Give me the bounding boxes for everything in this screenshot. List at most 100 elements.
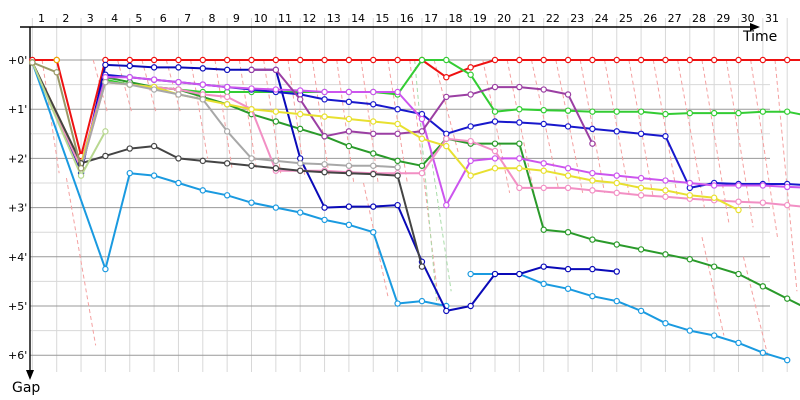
data-point — [564, 107, 572, 114]
data-point — [272, 118, 280, 125]
data-point — [759, 108, 767, 115]
data-point — [370, 203, 377, 210]
x-tick-label: 7 — [184, 12, 191, 25]
data-point — [710, 182, 718, 189]
y-tick-label: +1' — [8, 103, 27, 116]
data-point — [199, 96, 206, 103]
x-tick-labels: 1 2 3 4 5 6 7 8 9 10 11 12 13 14 15 16 17 18 19 20 21 22 23 24 2… — [38, 12, 779, 25]
data-point — [370, 170, 377, 178]
data-point — [272, 157, 280, 165]
data-point — [491, 270, 499, 278]
data-point — [784, 201, 791, 209]
x-tick-label: 14 — [351, 12, 365, 25]
data-point — [710, 109, 718, 117]
data-point — [589, 177, 596, 184]
data-point — [394, 105, 401, 113]
data-point — [394, 172, 401, 179]
data-point — [223, 192, 231, 199]
data-point — [370, 130, 377, 137]
x-tick-label: 13 — [327, 12, 341, 25]
pit-stop-line — [482, 59, 511, 193]
data-point — [540, 280, 547, 288]
data-point — [370, 88, 377, 96]
data-point — [759, 283, 767, 290]
y-tick-label: +3' — [8, 202, 27, 215]
data-point — [345, 98, 353, 106]
data-point — [443, 56, 450, 64]
data-point — [126, 145, 133, 152]
y-tick-label: +0' — [8, 54, 27, 67]
series-group — [77, 78, 401, 172]
series-line — [31, 62, 447, 307]
data-point — [589, 108, 596, 115]
data-point — [735, 339, 742, 347]
data-point — [516, 270, 523, 278]
data-point — [345, 221, 353, 229]
data-point — [321, 168, 328, 176]
data-point — [613, 241, 620, 248]
data-point — [53, 56, 60, 64]
data-point — [637, 56, 645, 64]
data-point — [637, 130, 645, 137]
data-point — [564, 172, 572, 179]
x-tick-label: 18 — [448, 12, 462, 25]
data-point — [443, 135, 450, 142]
data-point — [77, 172, 85, 179]
data-point — [394, 88, 401, 96]
pit-stop-line — [742, 256, 769, 356]
data-point — [370, 228, 377, 236]
data-point — [321, 161, 328, 168]
data-point — [150, 64, 158, 71]
x-tick-label: 20 — [497, 12, 511, 25]
data-point — [491, 147, 499, 155]
data-point — [199, 157, 206, 165]
data-point — [467, 157, 474, 165]
data-point — [686, 327, 694, 334]
data-point — [759, 349, 767, 356]
x-tick-label: 4 — [111, 12, 118, 25]
x-tick-label: 3 — [87, 12, 94, 25]
data-point — [564, 285, 572, 292]
data-point — [175, 179, 182, 187]
data-point — [735, 182, 742, 189]
x-tick-label: 28 — [692, 12, 706, 25]
data-point — [491, 155, 499, 162]
series-line — [31, 62, 800, 208]
data-point — [370, 101, 377, 108]
x-tick-label: 24 — [595, 12, 609, 25]
data-point — [662, 193, 669, 200]
data-point — [662, 320, 669, 327]
data-point — [613, 56, 620, 64]
data-point — [126, 62, 133, 70]
data-point — [564, 56, 572, 64]
data-point — [467, 137, 474, 145]
data-point — [297, 125, 304, 133]
data-point — [126, 56, 133, 64]
data-point — [345, 115, 353, 123]
data-point — [418, 263, 426, 270]
data-point — [540, 86, 547, 93]
data-point — [443, 201, 450, 209]
series-group — [29, 56, 800, 160]
data-point — [321, 204, 328, 211]
data-point — [516, 165, 523, 172]
data-point — [710, 332, 718, 339]
x-tick-label: 6 — [160, 12, 167, 25]
data-point — [150, 172, 158, 179]
data-point — [662, 56, 669, 64]
pit-stop-line — [652, 59, 679, 198]
data-point — [297, 87, 304, 94]
y-tick-labels: +0' +1' +2' +3' +4' +5' +6' — [8, 54, 27, 362]
x-axis-title: Time — [742, 29, 777, 45]
data-point — [418, 297, 426, 305]
data-point — [418, 135, 426, 142]
data-point — [345, 128, 353, 135]
pit-stop-line — [428, 143, 452, 292]
x-tick-label: 2 — [62, 12, 69, 25]
data-point — [540, 226, 547, 233]
data-point — [345, 56, 353, 64]
data-point — [223, 56, 231, 64]
data-point — [321, 133, 328, 140]
data-point — [345, 88, 353, 96]
